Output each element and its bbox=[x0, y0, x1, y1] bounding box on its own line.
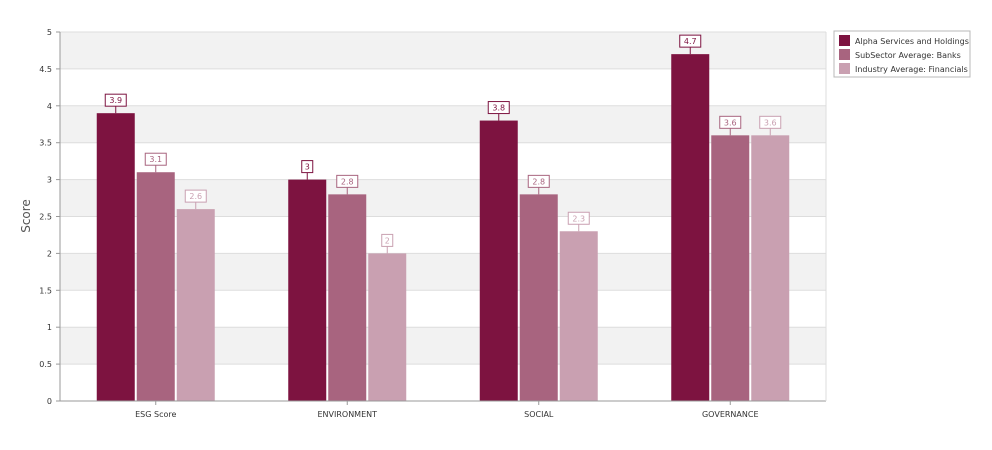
bar bbox=[559, 231, 598, 401]
data-label: 3.1 bbox=[149, 155, 162, 164]
bar bbox=[368, 253, 407, 401]
legend-entry: Industry Average: Financials bbox=[855, 65, 968, 74]
grid-band bbox=[60, 327, 826, 365]
y-tick-label: 4.5 bbox=[39, 65, 52, 74]
data-label: 2.8 bbox=[532, 177, 545, 186]
y-tick-label: 4 bbox=[47, 102, 52, 111]
y-tick-label: 0 bbox=[47, 397, 52, 406]
legend-swatch bbox=[839, 35, 850, 46]
y-tick-label: 1.5 bbox=[39, 286, 52, 295]
data-label: 2 bbox=[385, 236, 390, 245]
bar bbox=[176, 209, 215, 401]
legend-swatch bbox=[839, 49, 850, 60]
grid-band bbox=[60, 253, 826, 291]
data-label-box bbox=[567, 211, 590, 225]
grid-band bbox=[60, 179, 826, 217]
legend: Alpha Services and Holdings SubSector Ave… bbox=[833, 30, 971, 78]
x-axis-categories: ESG Score ENVIRONMENT SOCIAL GOVERNANCE bbox=[135, 401, 759, 419]
data-label-box bbox=[527, 174, 550, 188]
data-label-box bbox=[104, 93, 127, 107]
data-label: 2.3 bbox=[572, 214, 585, 223]
data-label: 3.9 bbox=[109, 96, 122, 105]
y-tick-label: 1 bbox=[47, 323, 52, 332]
bar bbox=[671, 54, 710, 401]
bar bbox=[96, 113, 135, 402]
y-axis-label: Score bbox=[19, 199, 33, 233]
y-tick-label: 3.5 bbox=[39, 139, 52, 148]
x-category-label: ENVIRONMENT bbox=[317, 410, 377, 419]
axes bbox=[59, 32, 827, 402]
data-label-box bbox=[679, 34, 702, 48]
legend-entry: Alpha Services and Holdings bbox=[855, 37, 969, 46]
y-axis-ticks: 0 0.5 1 1.5 2 2.5 3 3.5 4 4.5 5 bbox=[39, 28, 60, 406]
data-labels: 3.9 3.1 2.6 3 2.8 2 3.8 2.8 2.3 4.7 3.6 3.6 bbox=[104, 34, 782, 254]
bar bbox=[136, 172, 175, 401]
data-label-box bbox=[301, 160, 314, 174]
grid-band bbox=[60, 105, 826, 143]
data-label-box bbox=[719, 115, 742, 129]
legend-swatch bbox=[839, 63, 850, 74]
x-category-label: GOVERNANCE bbox=[702, 410, 759, 419]
data-label-box bbox=[144, 152, 167, 166]
data-label: 3 bbox=[305, 163, 310, 172]
x-category-label: ESG Score bbox=[135, 410, 176, 419]
bars bbox=[96, 54, 790, 402]
y-tick-label: 0.5 bbox=[39, 360, 52, 369]
data-label-box bbox=[184, 189, 207, 203]
bar bbox=[288, 179, 327, 401]
data-label: 2.6 bbox=[189, 192, 202, 201]
bar bbox=[751, 135, 790, 401]
data-label-box bbox=[381, 233, 394, 247]
bar bbox=[479, 120, 518, 401]
data-label: 4.7 bbox=[684, 37, 697, 46]
legend-box bbox=[833, 30, 971, 78]
data-label: 3.8 bbox=[492, 104, 505, 113]
data-label: 3.6 bbox=[764, 118, 777, 127]
grid-bands bbox=[60, 32, 826, 365]
bar bbox=[328, 194, 367, 401]
y-tick-label: 2 bbox=[47, 249, 52, 258]
x-category-label: SOCIAL bbox=[524, 410, 554, 419]
y-tick-label: 2.5 bbox=[39, 213, 52, 222]
data-label: 3.6 bbox=[724, 118, 737, 127]
data-label-box bbox=[487, 101, 510, 115]
bar bbox=[519, 194, 558, 401]
grid-band bbox=[60, 32, 826, 69]
y-tick-label: 3 bbox=[47, 176, 52, 185]
y-tick-label: 5 bbox=[47, 28, 52, 37]
data-label: 2.8 bbox=[341, 177, 354, 186]
legend-entry: SubSector Average: Banks bbox=[855, 51, 961, 60]
data-label-box bbox=[336, 174, 359, 188]
data-label-box bbox=[759, 115, 782, 129]
bar bbox=[711, 135, 750, 401]
